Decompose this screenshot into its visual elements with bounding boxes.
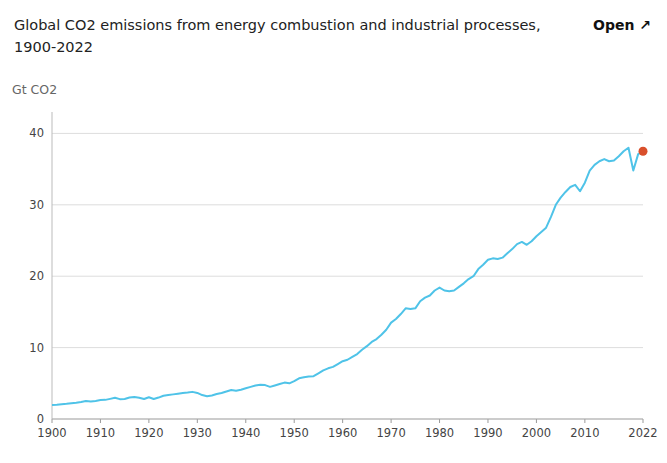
- y-tick-label: 30: [29, 198, 44, 212]
- x-axis-line: [52, 419, 643, 420]
- y-grid-line: [52, 419, 643, 420]
- x-tick: [439, 419, 440, 423]
- y-grid-line: [52, 347, 643, 348]
- x-tick-label: 1900: [37, 426, 66, 440]
- x-tick-label: 2010: [570, 426, 599, 440]
- plot-area: [52, 147, 648, 405]
- x-tick-label: 1950: [280, 426, 309, 440]
- highlight-point: [639, 147, 648, 156]
- x-tick-label: 1920: [134, 426, 163, 440]
- x-tick: [584, 419, 585, 423]
- y-tick-label: 0: [37, 412, 44, 426]
- x-tick: [643, 419, 644, 423]
- x-tick-label: 1930: [183, 426, 212, 440]
- x-tick-label: 1910: [86, 426, 115, 440]
- x-tick: [536, 419, 537, 423]
- y-tick-label: 10: [29, 341, 44, 355]
- x-tick-label: 2000: [522, 426, 551, 440]
- x-tick: [487, 419, 488, 423]
- x-tick: [294, 419, 295, 423]
- y-axis-label: Gt CO2: [12, 82, 57, 97]
- chart-svg: Global CO2 emissions from energy combust…: [0, 0, 667, 463]
- x-tick-label: 1940: [231, 426, 260, 440]
- x-tick: [391, 419, 392, 423]
- x-tick: [148, 419, 149, 423]
- y-grid-line: [52, 204, 643, 205]
- x-tick-label: 1980: [425, 426, 454, 440]
- y-grid-line: [52, 133, 643, 134]
- chart-container: Global CO2 emissions from energy combust…: [0, 0, 667, 463]
- series-line: [52, 148, 643, 405]
- x-tick: [342, 419, 343, 423]
- annotation: Open ↗: [593, 17, 651, 33]
- x-tick: [52, 419, 53, 423]
- subtitle: 1900-2022: [14, 39, 93, 55]
- y-grid-line: [52, 276, 643, 277]
- x-tick-label: 2022: [628, 426, 657, 440]
- y-tick-label: 40: [29, 126, 44, 140]
- x-tick: [197, 419, 198, 423]
- x-tick: [245, 419, 246, 423]
- y-axis-line: [52, 112, 53, 419]
- x-tick-label: 1970: [376, 426, 405, 440]
- x-tick-label: 1960: [328, 426, 357, 440]
- x-tick-label: 1990: [473, 426, 502, 440]
- axes: 0 10 20 30 40 1900 1910 1920 1930 1940 1950 1960 197…: [29, 112, 657, 440]
- x-tick: [100, 419, 101, 423]
- y-tick-label: 20: [29, 269, 44, 283]
- title: Global CO2 emissions from energy combust…: [14, 17, 541, 33]
